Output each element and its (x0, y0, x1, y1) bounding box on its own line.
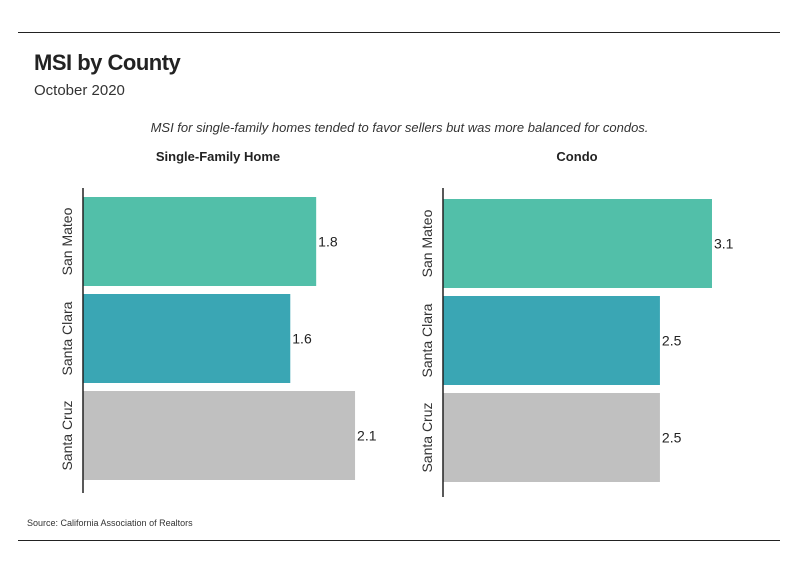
bar-1-0 (443, 199, 712, 288)
category-label: San Mateo (419, 209, 435, 277)
data-label: 3.1 (714, 236, 734, 252)
chart-note: MSI for single-family homes tended to fa… (150, 120, 649, 135)
bottom-rule (18, 540, 780, 541)
chart-subtitle: October 2020 (34, 82, 125, 99)
data-label: 2.1 (357, 428, 377, 444)
panel-title: Single-Family Home (156, 149, 280, 164)
chart-title: MSI by County (34, 50, 181, 75)
category-label: Santa Clara (59, 301, 75, 375)
source-note: Source: California Association of Realto… (27, 518, 193, 528)
bar-1-1 (443, 296, 660, 385)
category-label: San Mateo (59, 207, 75, 275)
bar-0-2 (83, 391, 356, 480)
category-label: Santa Clara (419, 303, 435, 377)
top-rule (18, 32, 780, 33)
data-label: 1.6 (292, 331, 312, 347)
bar-0-0 (83, 197, 317, 286)
bar-1-2 (443, 393, 660, 482)
bar-0-1 (83, 294, 291, 383)
data-label: 1.8 (318, 234, 338, 250)
category-label: Santa Cruz (419, 402, 435, 472)
data-label: 2.5 (662, 430, 682, 446)
panel-title: Condo (556, 149, 597, 164)
data-label: 2.5 (662, 333, 682, 349)
category-label: Santa Cruz (59, 400, 75, 470)
